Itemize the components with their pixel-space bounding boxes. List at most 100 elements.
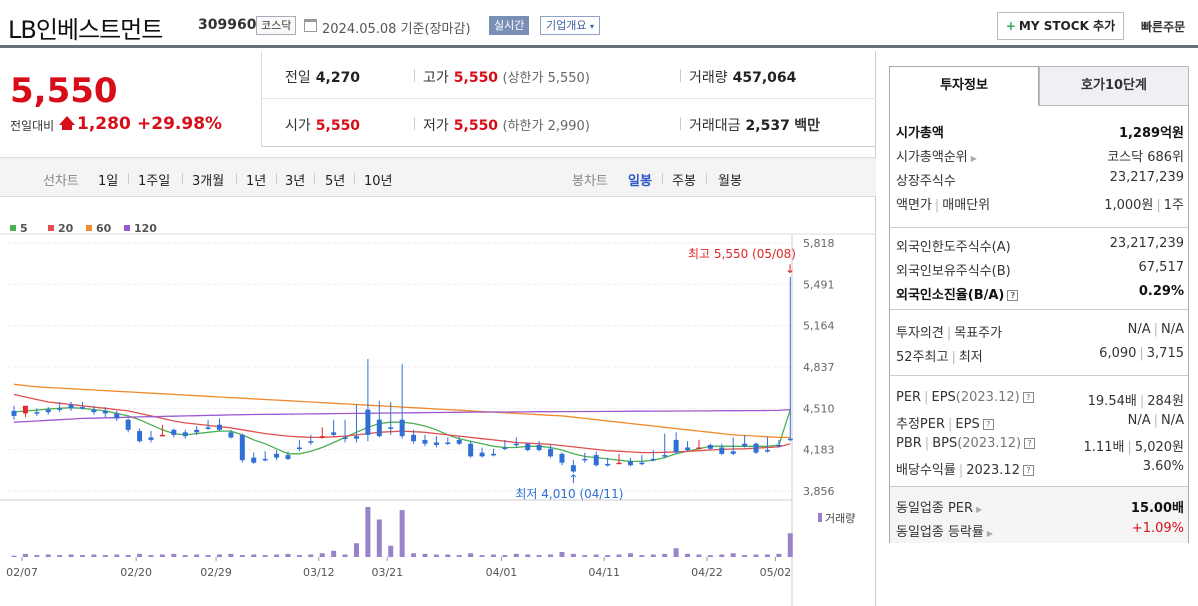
volume-bar <box>456 555 462 557</box>
volume-bar <box>570 553 576 557</box>
par-value-value: 1,000원 | 1주 <box>1104 198 1184 213</box>
volume-bar <box>239 555 245 557</box>
candle-body <box>125 419 131 430</box>
candle-monthly[interactable]: 월봉 <box>718 174 742 189</box>
high-label: 고가 <box>423 70 449 86</box>
candle-body <box>685 447 691 451</box>
sector-change-link[interactable]: 동일업종 등락률 ▶ <box>896 525 994 540</box>
candle-body <box>11 410 17 416</box>
volume-bar <box>376 519 382 557</box>
high-value: 5,550 <box>453 70 499 86</box>
candle-body <box>525 443 531 451</box>
volume-bar <box>502 555 508 557</box>
market-cap-rank-link[interactable]: 시가총액순위 ▶ <box>896 150 977 165</box>
per-eps-label: PER | EPS(2023.12)? <box>896 390 1034 405</box>
change-label: 전일대비 <box>10 119 55 133</box>
tab-order-book[interactable]: 호가10단계 <box>1039 66 1189 106</box>
candle-body <box>228 432 234 438</box>
help-icon[interactable]: ? <box>1024 438 1036 449</box>
volume-bar <box>582 555 588 557</box>
candle-body <box>536 444 542 451</box>
my-stock-add-button[interactable]: + MY STOCK 추가 <box>997 12 1124 40</box>
candle-body <box>639 462 645 465</box>
volume-bar <box>125 555 131 557</box>
volume-bar <box>673 548 679 557</box>
candle-body <box>764 450 770 452</box>
candle-body <box>411 434 417 442</box>
realtime-button[interactable]: 실시간 <box>489 16 530 35</box>
x-tick-label: 02/29 <box>200 566 232 579</box>
volume-bar <box>513 553 519 557</box>
candle-body <box>114 413 120 419</box>
volume-bar <box>433 554 439 557</box>
period-5y[interactable]: 5년 <box>325 174 346 189</box>
candle-body <box>742 443 748 447</box>
arrow-down-icon: ↓ <box>785 262 795 276</box>
volume-bar <box>216 554 222 557</box>
candle-body <box>719 447 725 454</box>
volume-bar <box>194 554 200 557</box>
change-percent: +29.98% <box>137 114 223 134</box>
tab-investment-info[interactable]: 투자정보 <box>889 66 1039 106</box>
market-cap-value: 1,289억원 <box>1118 126 1184 141</box>
volume-bar <box>148 555 154 557</box>
quote-row-1: 전일 4,270 고가 5,550 (상한가 5,550) 거래량 457,064 <box>262 51 876 99</box>
x-tick-label: 05/02 <box>760 566 792 579</box>
ma-legend-swatch <box>124 225 130 231</box>
candle-body <box>593 455 599 466</box>
help-icon[interactable]: ? <box>1022 465 1034 476</box>
calendar-icon <box>304 19 317 32</box>
period-1d[interactable]: 1일 <box>98 174 119 189</box>
period-10y[interactable]: 10년 <box>364 174 393 189</box>
dividend-label: 배당수익률 | 2023.12? <box>896 459 1034 478</box>
period-1w[interactable]: 1주일 <box>138 174 171 189</box>
ma-legend-label: 5 <box>20 222 28 235</box>
candle-body <box>34 412 40 414</box>
volume-bar <box>719 554 725 557</box>
candle-daily[interactable]: 일봉 <box>628 174 652 189</box>
period-1y[interactable]: 1년 <box>246 174 267 189</box>
listed-shares-value: 23,217,239 <box>1109 170 1184 185</box>
volume-bar <box>296 555 302 557</box>
quote-row-2: 시가 5,550 저가 5,550 (하한가 2,990) 거래대금 2,537 백만 <box>262 99 876 147</box>
y-tick-label: 4,183 <box>803 444 835 457</box>
candle-body <box>262 458 268 461</box>
foreign-limit-value: 23,217,239 <box>1109 236 1184 251</box>
up-arrow-icon <box>59 116 75 125</box>
volume-bar <box>559 552 565 557</box>
help-icon[interactable]: ? <box>982 419 994 430</box>
quick-order-button[interactable]: 빠른주문 <box>1141 20 1186 34</box>
volume-bar <box>593 554 599 557</box>
period-3m[interactable]: 3개월 <box>192 174 225 189</box>
sector-per-link[interactable]: 동일업종 PER ▶ <box>896 501 983 516</box>
candle-body <box>502 447 508 450</box>
volume-bar <box>787 533 793 557</box>
section-valuation: PER | EPS(2023.12)? 19.54배 | 284원 추정PER | EPS? N… <box>890 376 1188 487</box>
candle-body <box>216 424 222 430</box>
candle-weekly[interactable]: 주봉 <box>672 174 696 189</box>
volume-label: 거래량 <box>689 70 728 86</box>
candle-body <box>650 458 656 461</box>
stock-header: LB인베스트먼트 309960 코스닥 2024.05.08 기준(장마감) 실… <box>0 0 1198 48</box>
candle-body <box>662 455 668 457</box>
volume-bar <box>285 553 291 557</box>
candle-body <box>182 432 188 437</box>
company-name: LB인베스트먼트 <box>8 16 163 44</box>
foreign-holding-label: 외국인보유주식수(B) <box>896 264 1011 279</box>
help-icon[interactable]: ? <box>1022 392 1034 403</box>
help-icon[interactable]: ? <box>1007 290 1019 301</box>
volume-bar <box>616 554 622 557</box>
y-tick-label: 5,818 <box>803 237 835 250</box>
amount-unit: 백만 <box>794 118 821 134</box>
week52-label: 52주최고 | 최저 <box>896 350 983 365</box>
volume-bar <box>57 555 63 557</box>
candle-body <box>456 439 462 444</box>
foreign-limit-label: 외국인한도주식수(A) <box>896 240 1011 255</box>
period-3y[interactable]: 3년 <box>285 174 306 189</box>
open-label: 시가 <box>285 118 311 134</box>
volume-bar <box>11 555 17 557</box>
volume-bar <box>68 554 74 557</box>
volume-bar <box>34 555 40 557</box>
company-info-dropdown[interactable]: 기업개요 ▾ <box>540 16 600 35</box>
volume-bar <box>79 555 85 557</box>
